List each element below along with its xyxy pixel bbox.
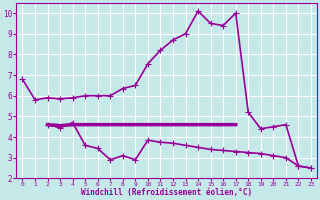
X-axis label: Windchill (Refroidissement éolien,°C): Windchill (Refroidissement éolien,°C) — [81, 188, 252, 197]
